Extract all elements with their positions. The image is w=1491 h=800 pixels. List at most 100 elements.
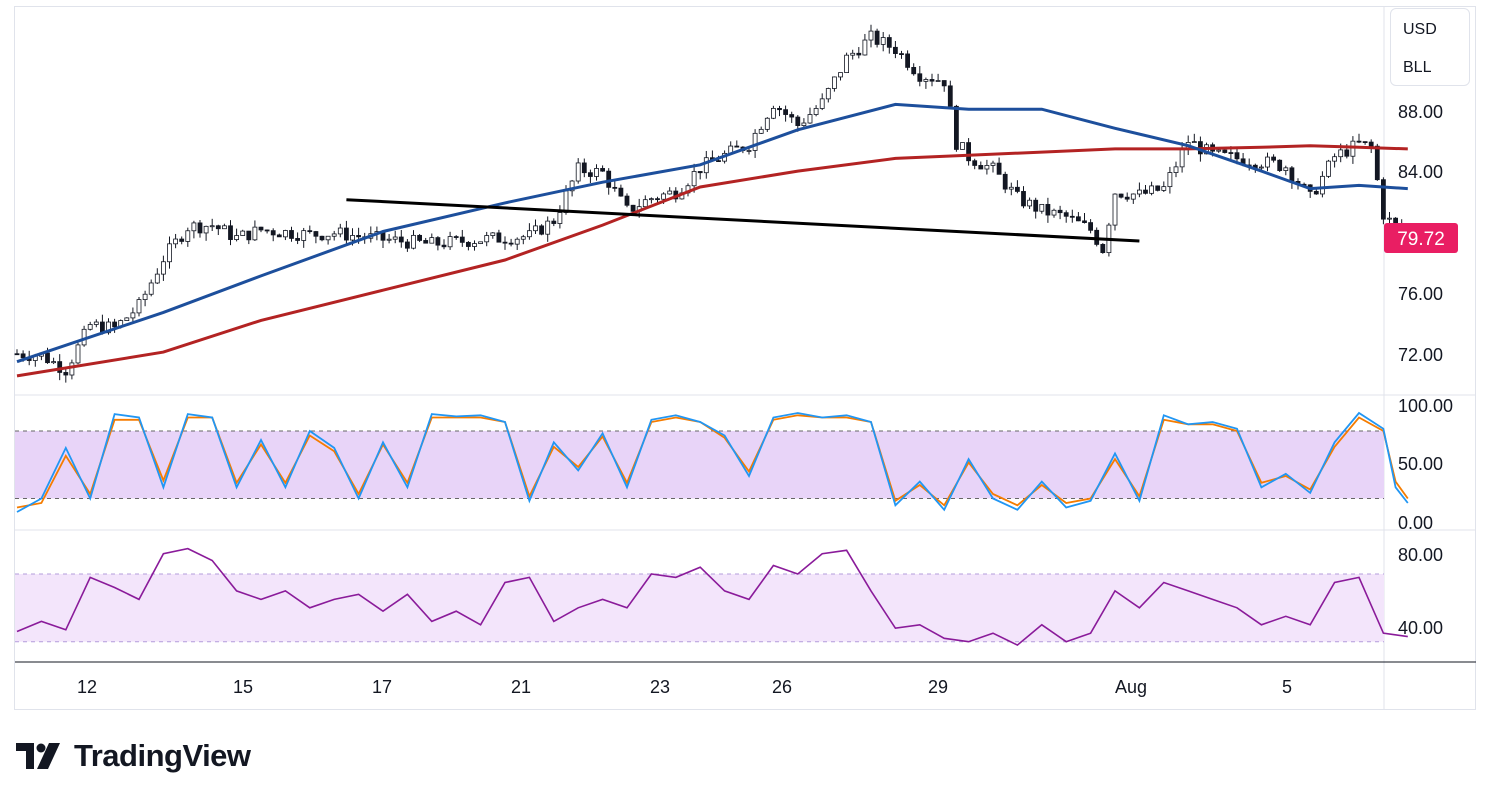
candle-body [929,79,935,82]
price-candles [14,24,1411,383]
currency-unit-box[interactable]: USD BLL [1390,8,1470,86]
time-tick-label: Aug [1115,677,1147,697]
stochastic-k-line [16,411,1409,513]
candle-body [813,108,819,115]
candle-body [899,53,904,55]
candle-body [307,230,313,233]
candle-body [1173,166,1179,173]
candle-body [789,114,795,118]
candle-body [996,162,1002,175]
tradingview-logo[interactable]: TradingView [16,736,251,776]
candle-body [783,109,788,115]
candle-body [203,225,209,234]
candle-body [667,190,673,195]
candle-body [612,186,618,189]
candle-body [972,160,978,166]
candle-body [1076,216,1081,222]
candle-body [215,225,221,230]
candle-body [825,88,831,100]
candle-body [758,128,764,134]
candle-body [618,187,624,197]
candle-body [142,293,148,300]
time-tick-label: 29 [928,677,948,697]
candle-body [228,225,233,240]
candle-body [350,235,355,241]
candle-body [1313,190,1319,195]
candle-body [600,168,605,172]
candle-body [520,236,526,240]
candle-body [240,230,246,236]
candle-body [893,46,898,54]
candle-body [124,317,130,321]
rsi-axis[interactable]: 80.00 40.00 [1398,545,1443,638]
candle-body [1063,212,1069,217]
candle-body [624,195,630,206]
candle-body [435,237,441,246]
time-tick-label: 15 [233,677,253,697]
candle-body [411,234,416,249]
candle-body [1277,159,1283,171]
candle-body [1069,215,1075,218]
candle-body [966,142,971,162]
candle-body [301,230,307,241]
candle-body [429,237,435,244]
candle-body [1320,175,1325,195]
candle-body [234,235,240,240]
candle-body [557,212,563,224]
tradingview-wordmark: TradingView [74,738,251,773]
candle-body [1051,209,1057,216]
candle-body [282,230,288,238]
price-tick-label: 72.00 [1398,345,1443,365]
stochastic-axis[interactable]: 100.00 50.00 0.00 [1398,396,1453,533]
candle-body [1155,185,1161,191]
price-axis[interactable]: 88.00 84.00 76.00 72.00 [1398,102,1443,365]
candle-body [1191,141,1197,143]
candle-body [472,243,477,247]
candle-body [1374,145,1380,181]
candle-body [1271,156,1276,161]
neckline-trendline[interactable] [346,198,1140,243]
candle-body [392,236,398,240]
candle-body [1124,196,1130,200]
candle-body [1289,167,1295,182]
candle-body [148,282,154,295]
candle-body [649,198,654,201]
candle-body [1332,156,1337,162]
candle-body [167,243,172,263]
candle-body [112,321,117,328]
candle-body [160,261,166,275]
candle-body [771,107,776,119]
candle-body [795,116,801,126]
time-tick-label: 26 [772,677,792,697]
candle-body [1082,220,1087,223]
candle-body [734,145,740,148]
candle-body [270,230,276,236]
candle-body [886,37,892,48]
candle-body [947,85,953,107]
candle-body [514,238,520,245]
candle-body [545,220,551,235]
candle-body [1350,140,1356,157]
candle-body [185,230,191,242]
candle-body [447,236,453,248]
time-tick-label: 12 [77,677,97,697]
candle-body [533,225,538,232]
candle-body [1167,172,1173,188]
candle-body [1112,193,1118,226]
candle-body [954,105,959,150]
candle-body [51,361,56,364]
candle-body [606,170,612,188]
time-axis[interactable]: 12 15 17 21 23 26 29 Aug 5 [77,677,1292,697]
candle-body [197,222,203,234]
candle-body [264,229,270,232]
unit-label: BLL [1403,59,1432,76]
candle-body [404,241,410,249]
candle-body [313,231,319,237]
candle-body [588,172,593,177]
candle-body [581,162,587,174]
candle-body [417,234,423,241]
candle-body [1008,186,1014,190]
candle-body [984,165,990,170]
candle-body [179,238,185,242]
